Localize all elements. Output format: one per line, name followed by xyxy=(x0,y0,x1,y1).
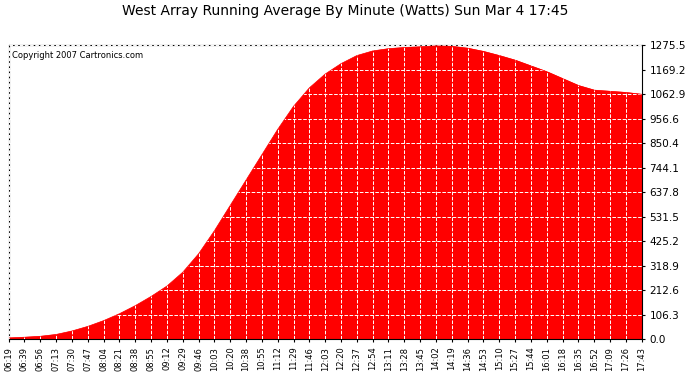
Text: Copyright 2007 Cartronics.com: Copyright 2007 Cartronics.com xyxy=(12,51,143,60)
Text: West Array Running Average By Minute (Watts) Sun Mar 4 17:45: West Array Running Average By Minute (Wa… xyxy=(122,4,568,18)
